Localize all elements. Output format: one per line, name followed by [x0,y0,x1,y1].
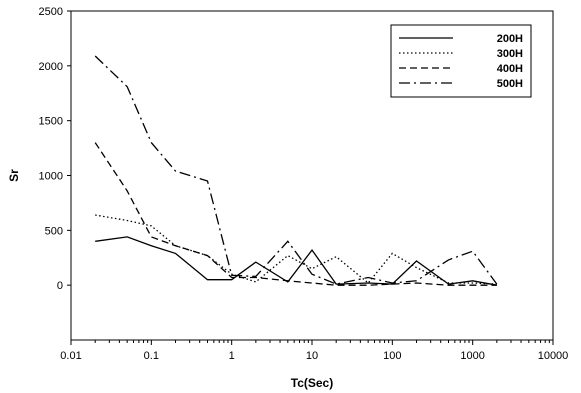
legend-label: 300H [497,48,523,60]
x-tick-label: 10 [306,350,318,362]
x-axis-title: Tc(Sec) [291,376,333,390]
y-axis-title: Sr [7,169,21,182]
series-line-300h [95,214,497,285]
x-tick-label: 100 [383,350,401,362]
x-tick-label: 1 [229,350,235,362]
series-line-400h [94,142,497,286]
x-tick-label: 10000 [538,350,569,362]
y-tick-label: 0 [57,280,63,292]
series-line-500h [94,55,498,285]
y-tick-label: 500 [45,225,63,237]
y-tick-label: 2000 [39,61,63,73]
legend-label: 500H [497,78,523,90]
series-line-200h [95,236,497,286]
legend: 200H 300H 400H 500H [390,24,532,98]
y-tick-label: 1000 [39,171,63,183]
y-tick-label: 1500 [39,116,63,128]
legend-label: 200H [497,33,523,45]
legend-box [390,24,532,98]
y-tick-label: 2500 [39,6,63,18]
x-tick-label: 1000 [460,350,484,362]
x-tick-label: 0.1 [144,350,159,362]
legend-label: 400H [497,63,523,75]
x-tick-label: 0.01 [60,350,81,362]
series-layer [94,55,498,286]
x-axis: 0.01 0.1 1 10 100 1000 10000 [60,340,568,362]
y-axis: 0 500 1000 1500 2000 2500 [39,6,71,292]
